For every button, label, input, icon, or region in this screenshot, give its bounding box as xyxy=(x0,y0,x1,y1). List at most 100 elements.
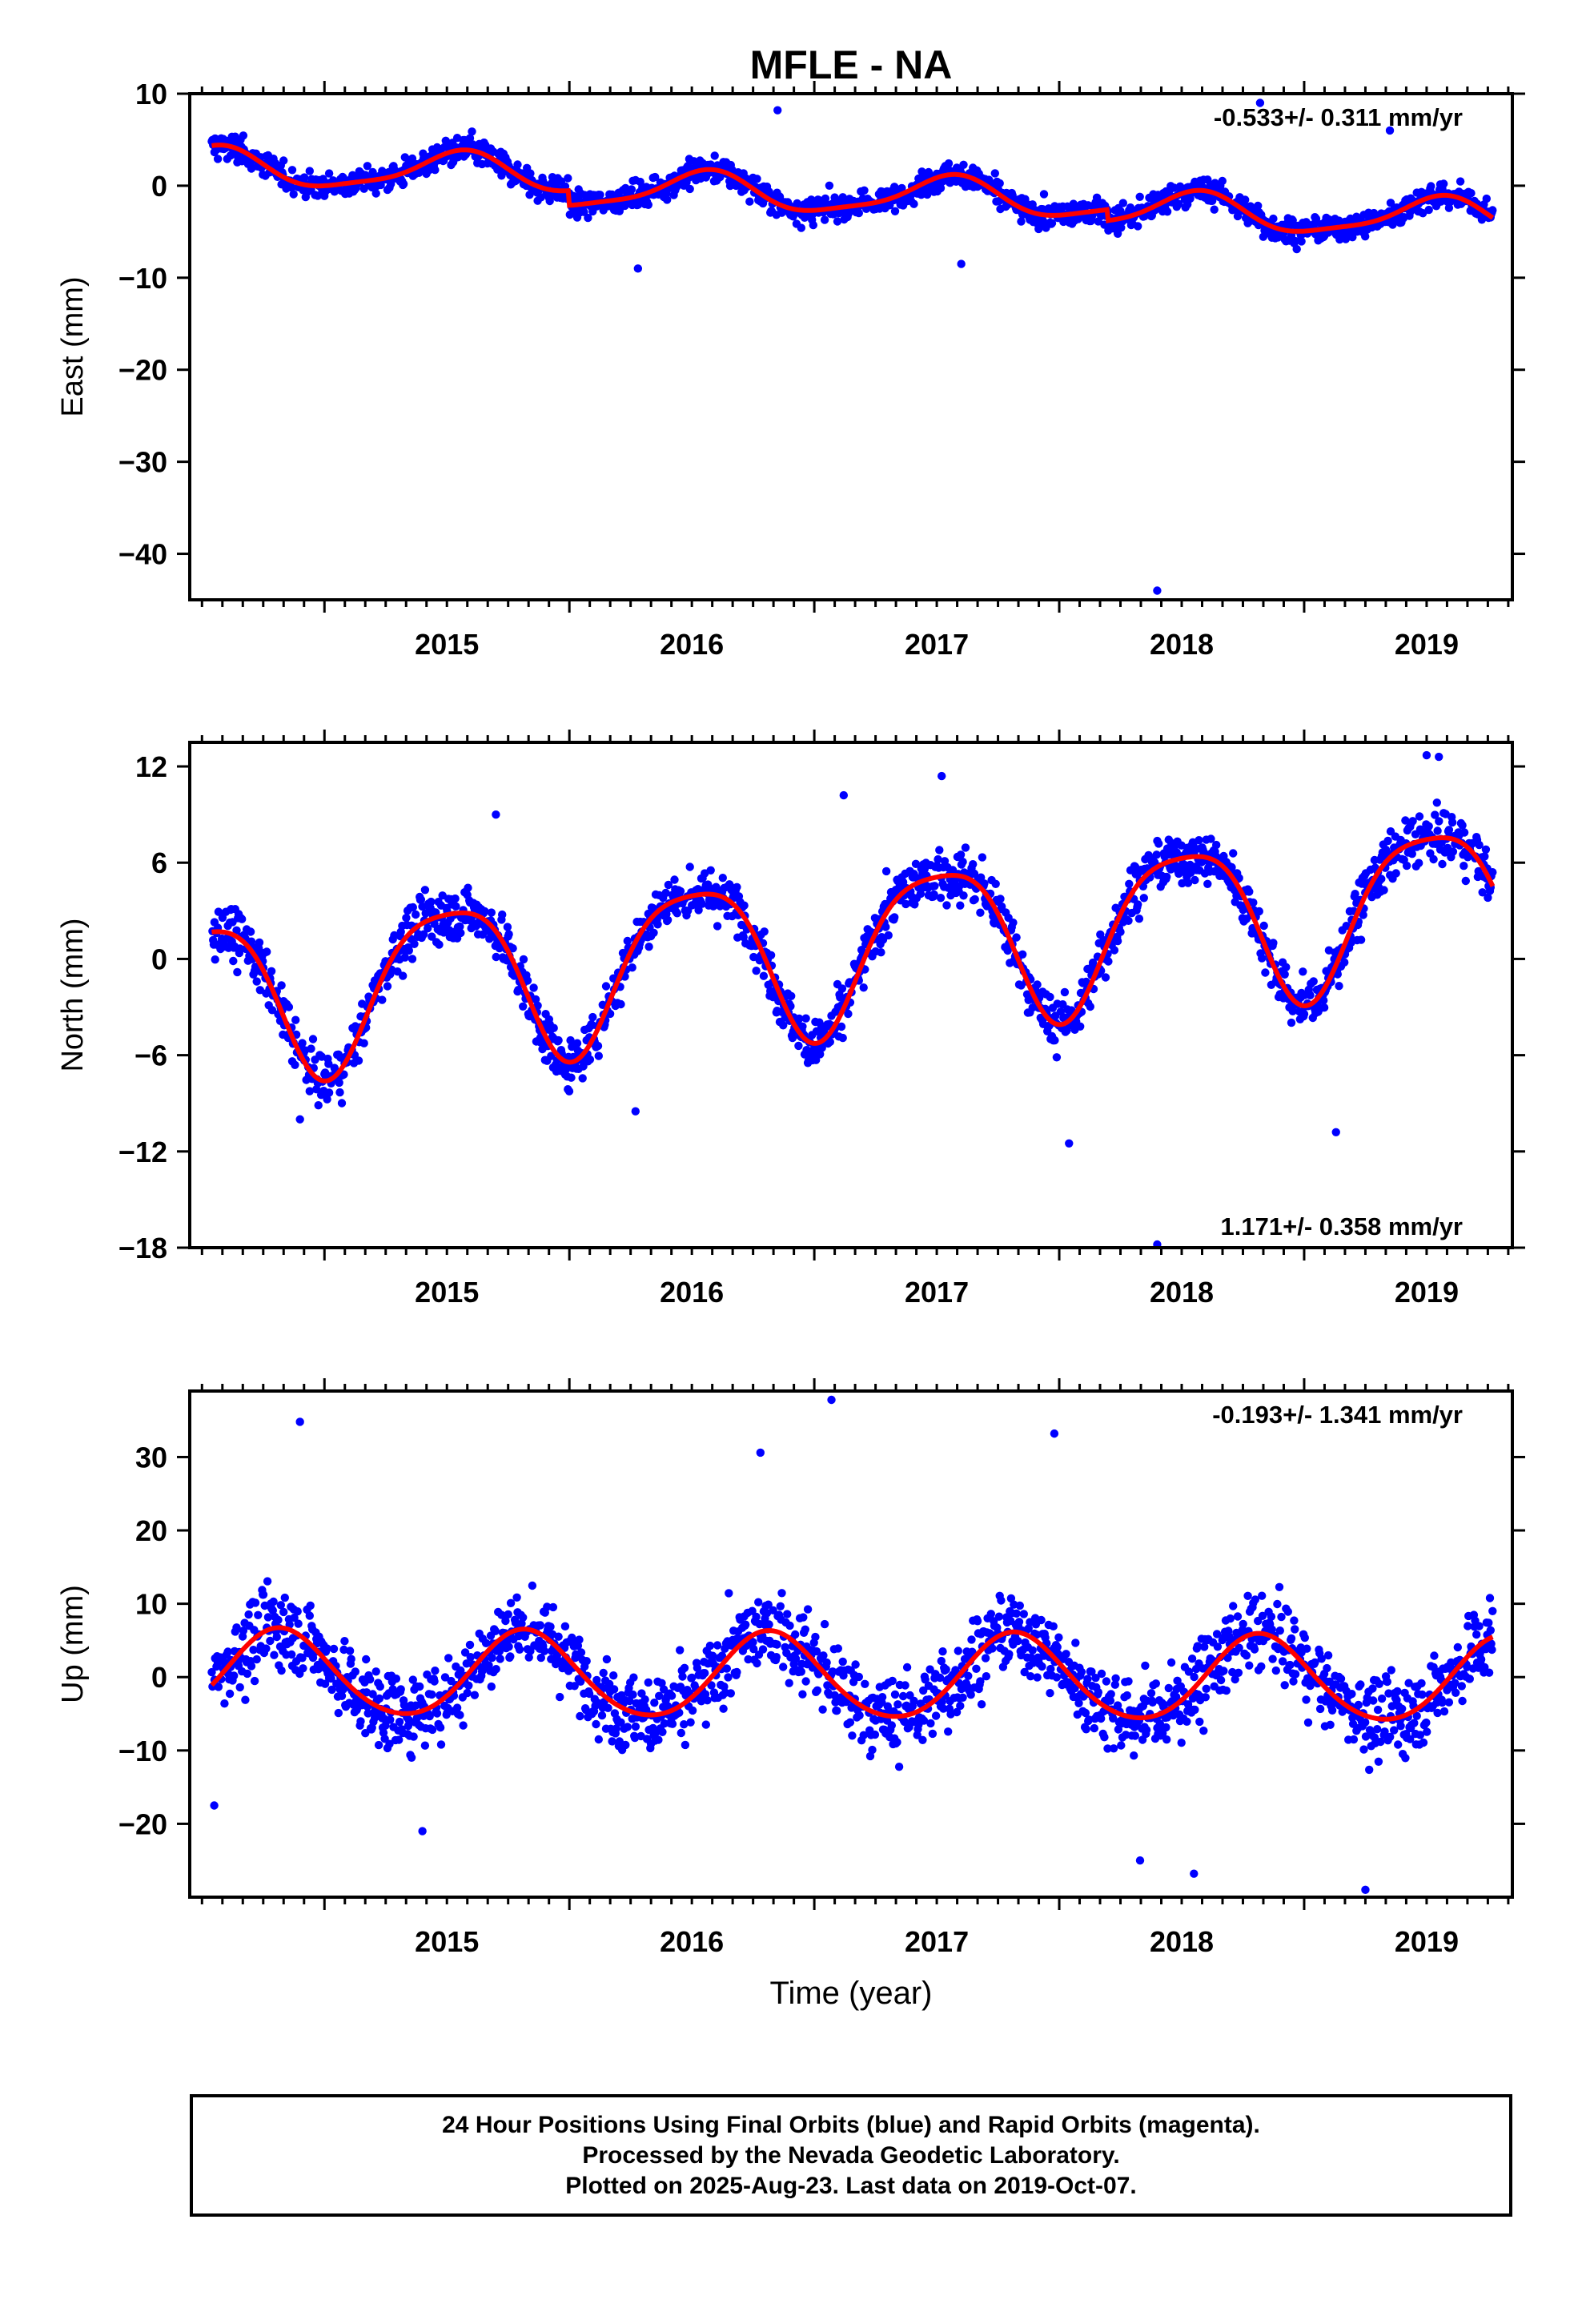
up-point xyxy=(769,1606,777,1615)
north-point xyxy=(456,928,465,938)
up-point xyxy=(894,1763,904,1771)
north-point xyxy=(519,955,528,964)
north-point xyxy=(1134,900,1142,909)
north-point xyxy=(998,902,1006,911)
up-point xyxy=(391,1675,401,1683)
north-point xyxy=(383,982,392,991)
north-point xyxy=(1154,839,1163,848)
north-point xyxy=(1379,886,1388,895)
north-point xyxy=(1229,849,1238,858)
north-point xyxy=(837,984,847,993)
up-point xyxy=(680,1663,689,1672)
up-point xyxy=(375,1694,384,1703)
east-xtick-label: 2017 xyxy=(905,628,969,661)
up-point xyxy=(515,1645,524,1654)
up-point xyxy=(833,1707,841,1715)
up-point xyxy=(408,1675,417,1684)
north-point xyxy=(291,1015,300,1024)
east-point xyxy=(564,174,572,183)
up-point xyxy=(506,1598,516,1608)
up-point xyxy=(431,1667,440,1675)
north-point xyxy=(1429,854,1438,864)
up-point xyxy=(1052,1673,1062,1682)
north-outlier-point xyxy=(492,810,500,819)
north-point xyxy=(1249,898,1258,907)
up-point xyxy=(347,1655,355,1663)
up-point xyxy=(604,1703,612,1712)
east-point xyxy=(710,151,719,160)
up-point xyxy=(982,1672,991,1681)
north-point xyxy=(739,932,748,942)
up-point xyxy=(1077,1667,1086,1676)
north-point xyxy=(706,866,715,875)
north-point xyxy=(877,948,885,957)
up-point xyxy=(660,1719,669,1728)
chart-title: MFLE - NA xyxy=(750,42,953,87)
east-point xyxy=(1444,203,1454,212)
up-point xyxy=(381,1721,390,1730)
up-point xyxy=(548,1602,558,1612)
east-point xyxy=(833,217,842,226)
east-outlier-point xyxy=(773,106,782,115)
up-point xyxy=(1094,1687,1103,1697)
up-point xyxy=(901,1681,909,1690)
up-point xyxy=(327,1674,335,1683)
north-point xyxy=(934,854,942,864)
north-point xyxy=(1460,862,1468,870)
up-point xyxy=(608,1737,616,1746)
up-point xyxy=(1020,1667,1029,1677)
north-point xyxy=(838,1033,847,1043)
up-point xyxy=(797,1667,805,1676)
north-point xyxy=(1076,1022,1085,1031)
north-point xyxy=(991,879,1000,889)
north-point xyxy=(795,1014,804,1023)
north-frame xyxy=(188,741,1514,1249)
up-point xyxy=(241,1695,250,1704)
up-point xyxy=(506,1652,515,1661)
up-point xyxy=(725,1589,733,1598)
up-point xyxy=(1109,1714,1118,1723)
up-point xyxy=(621,1740,630,1750)
north-point xyxy=(263,947,271,956)
up-point xyxy=(659,1685,669,1694)
up-point xyxy=(1110,1680,1120,1689)
up-point xyxy=(667,1691,677,1700)
north-point xyxy=(339,1070,348,1079)
up-point xyxy=(1097,1669,1106,1679)
east-point xyxy=(1467,189,1476,198)
north-ytick-label: 6 xyxy=(151,846,167,879)
east-point xyxy=(797,223,805,232)
north-point xyxy=(487,908,496,917)
up-point xyxy=(828,1667,837,1676)
up-point xyxy=(1162,1723,1170,1732)
north-point xyxy=(1261,968,1270,977)
up-point xyxy=(1200,1642,1209,1651)
up-point xyxy=(1159,1700,1169,1709)
up-point xyxy=(1102,1677,1111,1686)
north-point xyxy=(1458,821,1467,830)
north-point xyxy=(404,946,413,955)
up-point xyxy=(1164,1683,1174,1693)
north-point xyxy=(752,967,761,975)
east-point xyxy=(936,183,946,193)
up-point xyxy=(741,1620,750,1629)
north-point xyxy=(451,894,460,903)
up-point xyxy=(1071,1638,1080,1647)
up-point xyxy=(1141,1661,1150,1671)
north-point xyxy=(464,883,472,892)
north-point xyxy=(1407,850,1417,858)
up-point xyxy=(764,1600,773,1609)
east-outlier-point xyxy=(1255,99,1265,107)
up-point xyxy=(966,1691,975,1699)
up-point xyxy=(938,1647,947,1656)
north-point xyxy=(255,986,264,995)
up-point xyxy=(249,1646,258,1655)
east-point xyxy=(513,160,522,169)
north-point xyxy=(229,956,238,966)
up-point xyxy=(1012,1609,1021,1618)
up-point xyxy=(625,1696,634,1706)
up-point xyxy=(592,1675,601,1685)
up-point xyxy=(334,1708,343,1718)
north-point xyxy=(1113,936,1122,946)
east-point xyxy=(627,185,636,194)
